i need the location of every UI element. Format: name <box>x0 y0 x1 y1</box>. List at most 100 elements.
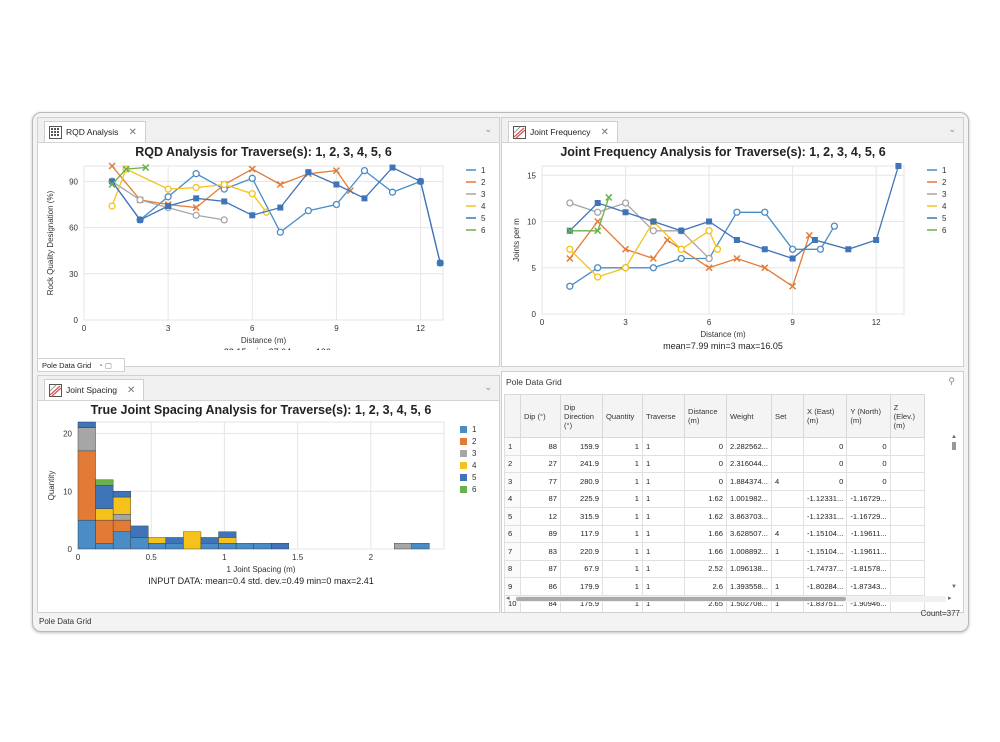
table-cell[interactable]: 117.9 <box>560 524 603 543</box>
table-cell[interactable]: 315.9 <box>560 507 603 526</box>
table-cell[interactable]: 1 <box>602 437 643 456</box>
table-cell[interactable]: 1 <box>643 613 685 614</box>
column-header[interactable]: Z (Elev.) (m) <box>889 394 925 438</box>
table-cell[interactable]: 27 <box>520 454 561 473</box>
table-cell[interactable]: 1.001982... <box>725 489 773 508</box>
table-row[interactable]: 9 86 179.9 1 1 2.6 1.393558... 1 -1.80284... -1.8… <box>504 577 925 596</box>
table-cell[interactable]: 1.008892... <box>725 542 773 561</box>
table-cell[interactable]: -1.80284... <box>803 577 848 596</box>
table-cell[interactable] <box>771 437 805 456</box>
close-icon[interactable]: ✕ <box>128 126 137 138</box>
table-cell[interactable]: -1.16729... <box>846 489 891 508</box>
table-cell[interactable]: -1.19611... <box>846 524 891 543</box>
table-cell[interactable]: 83 <box>520 542 561 561</box>
table-row[interactable]: 6 89 117.9 1 1 1.66 3.628507... 4 -1.15104... -1.… <box>504 524 925 543</box>
table-cell[interactable]: 0 <box>846 454 891 473</box>
table-cell[interactable]: 4 <box>771 524 805 543</box>
table-cell[interactable]: 0 <box>684 437 727 456</box>
table-cell[interactable] <box>889 507 925 526</box>
table-cell[interactable]: 3.628507... <box>725 524 773 543</box>
table-cell[interactable]: 0 <box>846 437 891 456</box>
row-number[interactable]: 11 <box>505 613 521 614</box>
row-number[interactable]: 8 <box>504 559 521 578</box>
table-cell[interactable]: 1 <box>603 613 643 614</box>
column-header[interactable]: Dip (°) <box>520 394 561 438</box>
table-cell[interactable]: 2.75 <box>685 613 727 614</box>
table-cell[interactable]: 0 <box>684 454 727 473</box>
table-cell[interactable]: 1 <box>602 454 643 473</box>
table-cell[interactable]: 1.729004... <box>727 613 772 614</box>
table-cell[interactable]: 1.393558... <box>725 577 773 596</box>
table-cell[interactable]: 1.096138... <box>725 559 773 578</box>
table-cell[interactable]: 179.9 <box>560 577 603 596</box>
scroll-thumb[interactable] <box>952 442 956 450</box>
table-row[interactable]: 1 88 159.9 1 1 0 2.282562... 0 0 <box>504 437 925 456</box>
tab-joint-spacing[interactable]: Joint Spacing ✕ <box>44 379 145 400</box>
scroll-right-icon[interactable]: ▸ <box>948 595 952 602</box>
chevron-down-icon[interactable]: ⌄ <box>484 124 492 134</box>
table-cell[interactable]: -1.12331... <box>803 507 848 526</box>
row-number[interactable]: 4 <box>504 489 521 508</box>
chevron-down-icon[interactable]: ⌄ <box>484 382 492 392</box>
table-cell[interactable]: -1.15104... <box>803 542 848 561</box>
table-cell[interactable]: 1 <box>602 524 643 543</box>
column-header[interactable]: Set <box>771 394 805 438</box>
table-cell[interactable] <box>771 489 805 508</box>
table-cell[interactable]: -1.74737... <box>803 559 848 578</box>
table-cell[interactable] <box>889 559 925 578</box>
column-header[interactable]: Dip Direction (°) <box>560 394 603 438</box>
table-cell[interactable]: 87 <box>520 559 561 578</box>
table-cell[interactable]: 1 <box>642 454 685 473</box>
table-cell[interactable]: 58 <box>521 613 561 614</box>
table-cell[interactable]: 176.9 <box>561 613 603 614</box>
table-cell[interactable]: 12 <box>520 507 561 526</box>
table-cell[interactable]: 1.62 <box>684 507 727 526</box>
column-header[interactable]: Weight <box>725 394 773 438</box>
table-cell[interactable]: 88 <box>520 437 561 456</box>
table-cell[interactable]: 67.9 <box>560 559 603 578</box>
table-cell[interactable]: 1 <box>642 577 685 596</box>
table-cell[interactable]: 0 <box>803 454 848 473</box>
pin-icon[interactable]: ⚲ <box>948 376 955 386</box>
table-cell[interactable]: 0 <box>846 472 891 491</box>
row-number[interactable]: 3 <box>504 472 521 491</box>
table-cell[interactable]: 159.9 <box>560 437 603 456</box>
row-number[interactable]: 2 <box>504 454 521 473</box>
table-cell[interactable] <box>890 613 924 614</box>
table-cell[interactable]: 1 <box>642 489 685 508</box>
table-cell[interactable]: 2.282562... <box>725 437 773 456</box>
row-number[interactable]: 6 <box>504 524 521 543</box>
table-row[interactable]: 3 77 280.9 1 1 0 1.884374... 4 0 0 <box>504 472 925 491</box>
table-cell[interactable]: 220.9 <box>560 542 603 561</box>
column-header[interactable]: Quantity <box>602 394 643 438</box>
popout-icon[interactable]: ◔ ▢ <box>98 361 112 370</box>
table-cell[interactable] <box>771 559 805 578</box>
table-cell[interactable]: -1.19611... <box>846 542 891 561</box>
column-header[interactable]: Y (North) (m) <box>846 394 891 438</box>
tab-rqd-analysis[interactable]: RQD Analysis ✕ <box>44 121 146 142</box>
table-cell[interactable]: 86 <box>520 577 561 596</box>
table-cell[interactable]: -1.15104... <box>803 524 848 543</box>
table-cell[interactable]: 0 <box>684 472 727 491</box>
row-number[interactable]: 1 <box>504 437 521 456</box>
table-cell[interactable]: 0 <box>803 437 848 456</box>
chevron-down-icon[interactable]: ⌄ <box>948 124 956 134</box>
table-cell[interactable] <box>889 524 925 543</box>
table-cell[interactable]: 89 <box>520 524 561 543</box>
table-cell[interactable]: 0 <box>803 472 848 491</box>
table-cell[interactable]: 2.6 <box>684 577 727 596</box>
table-cell[interactable]: 1 <box>602 559 643 578</box>
row-number[interactable]: 5 <box>504 507 521 526</box>
table-cell[interactable] <box>889 472 925 491</box>
table-cell[interactable]: 1.66 <box>684 524 727 543</box>
horizontal-scrollbar[interactable]: ◂ ▸ <box>506 595 952 602</box>
close-icon[interactable]: ✕ <box>600 126 609 138</box>
table-cell[interactable]: 1 <box>602 507 643 526</box>
table-cell[interactable]: -1.81578... <box>846 559 891 578</box>
table-cell[interactable]: 77 <box>520 472 561 491</box>
table-cell[interactable]: 1 <box>642 507 685 526</box>
scroll-up-icon[interactable]: ▲ <box>951 434 957 440</box>
bottom-status-label[interactable]: Pole Data Grid <box>39 617 92 626</box>
table-cell[interactable]: -1.16729... <box>846 507 891 526</box>
table-cell[interactable] <box>889 489 925 508</box>
